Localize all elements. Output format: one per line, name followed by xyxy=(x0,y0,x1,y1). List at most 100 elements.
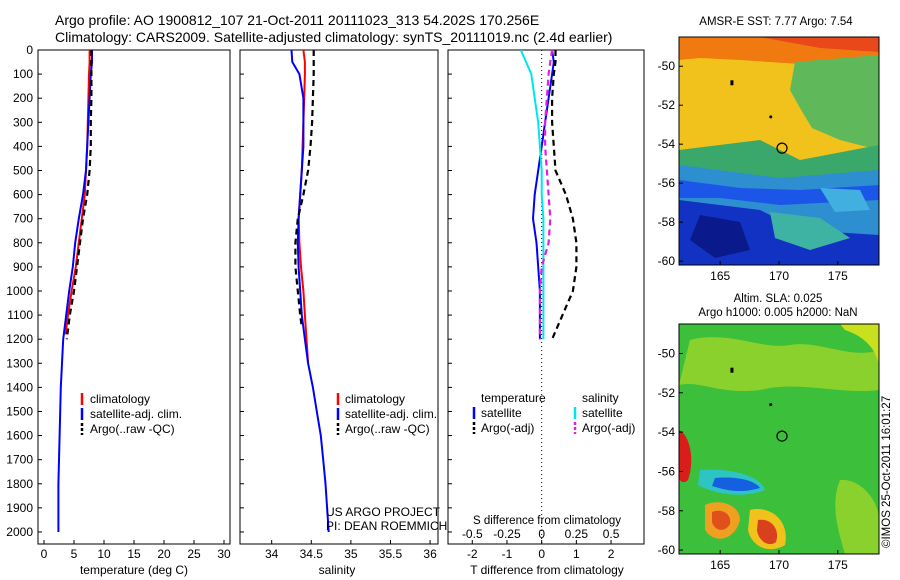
legend-satellite-label: satellite-adj. clim. xyxy=(90,407,182,421)
temperature-axis-ticks: 0 5 10 15 20 25 30 xyxy=(41,540,231,561)
depth-tick-label: 800 xyxy=(13,236,33,250)
salinity-argo-adj-series-line xyxy=(538,50,554,340)
depth-tick-label: 900 xyxy=(13,260,33,274)
lat-tick-label: -54 xyxy=(658,137,676,151)
sla-map-axis-ticks: 165 170 175 -50 -52 -54 -56 -58 -60 xyxy=(658,346,848,572)
lon-tick-label: 175 xyxy=(828,269,848,283)
temperature-panel: 0100200300400500600700800900100011001200… xyxy=(6,43,452,577)
x-tick-label: 30 xyxy=(217,547,231,561)
x-tick-label: -1 xyxy=(502,547,513,561)
lon-tick-label: 175 xyxy=(828,558,848,572)
salinity-panel: 34 34.5 35 35.5 36 salinity climatology sate… xyxy=(239,49,447,577)
x-tick-label: 20 xyxy=(157,547,171,561)
legend-t-argo-label: Argo(-adj) xyxy=(481,421,534,435)
imos-stamp: ©IMOS 25-Oct-2011 16:01:27 xyxy=(881,396,893,548)
legend-argo-label: Argo(..raw -QC) xyxy=(90,422,175,436)
figure-title-line2: Climatology: CARS2009. Satellite-adjuste… xyxy=(55,29,612,45)
x-tick-label: 5 xyxy=(71,547,78,561)
s-tick-label: -0.25 xyxy=(493,527,521,541)
lon-tick-label: 165 xyxy=(710,269,730,283)
s-tick-label: 0.5 xyxy=(603,527,620,541)
pi-credit: PI: DEAN ROEMMICH xyxy=(326,519,447,533)
x-tick-label: 34.5 xyxy=(300,547,324,561)
x-tick-label: 35 xyxy=(344,547,358,561)
temperature-satellite-series-line xyxy=(531,50,555,340)
argo-raw-qc-series-line xyxy=(65,50,93,340)
depth-tick-label: 1400 xyxy=(6,380,33,394)
argo-position-circle xyxy=(776,430,788,442)
difference-lines xyxy=(519,50,578,544)
difference-legend: temperature salinity satellite Argo(-adj… xyxy=(472,391,635,435)
sst-map-argo-marker xyxy=(730,80,788,154)
track-marker xyxy=(730,367,734,373)
salinity-legend: climatology satellite-adj. clim. Argo(..… xyxy=(336,392,437,436)
temperature-xlabel: temperature (deg C) xyxy=(80,563,188,577)
depth-tick-label: 2000 xyxy=(6,525,33,539)
legend-salinity-heading: salinity xyxy=(582,391,619,405)
salinity-satellite-series-line xyxy=(519,50,545,340)
difference-plot-frame xyxy=(447,49,645,545)
lat-tick-label: -60 xyxy=(658,543,676,557)
depth-tick-label: 0 xyxy=(26,43,33,57)
lat-tick-label: -50 xyxy=(658,346,676,360)
sst-map-title: AMSR-E SST: 7.77 Argo: 7.54 xyxy=(699,16,853,28)
sst-map-panel: AMSR-E SST: 7.77 Argo: 7.54 165 170 175 -50… xyxy=(658,16,880,283)
legend-temperature-heading: temperature xyxy=(481,391,546,405)
depth-axis-ticks: 0 100 200 300 400 500 600 700 800 900 1000 1100 1200… xyxy=(6,43,452,539)
lat-tick-label: -58 xyxy=(658,504,676,518)
lat-tick-label: -54 xyxy=(658,425,676,439)
track-marker xyxy=(730,80,734,86)
t-difference-xlabel: T difference from climatology xyxy=(470,563,624,577)
depth-tick-label: 200 xyxy=(13,91,33,105)
depth-tick-label: 400 xyxy=(13,139,33,153)
s-tick-label: 0.25 xyxy=(565,527,589,541)
temperature-argo-adj-series-line xyxy=(550,50,578,340)
lat-tick-label: -56 xyxy=(658,464,676,478)
s-difference-xlabel: S difference from climatology xyxy=(473,515,621,527)
x-tick-label: 25 xyxy=(187,547,201,561)
sla-map-field xyxy=(679,324,879,554)
sla-map-title-line2: Argo h1000: 0.005 h2000: NaN xyxy=(698,307,857,319)
depth-tick-label: 500 xyxy=(13,163,33,177)
depth-tick-label: 1800 xyxy=(6,477,33,491)
x-tick-label: 36 xyxy=(423,547,437,561)
lon-tick-label: 170 xyxy=(769,558,789,572)
depth-tick-label: 1600 xyxy=(6,429,33,443)
legend-s-satellite-label: satellite xyxy=(582,406,623,420)
x-tick-label: -2 xyxy=(467,547,478,561)
x-tick-label: 1 xyxy=(573,547,580,561)
x-tick-label: 0 xyxy=(538,547,545,561)
salinity-xlabel: salinity xyxy=(319,563,356,577)
depth-tick-label: 100 xyxy=(13,67,33,81)
legend-satellite-label: satellite-adj. clim. xyxy=(345,407,437,421)
depth-tick-label: 1500 xyxy=(6,404,33,418)
depth-tick-label: 300 xyxy=(13,115,33,129)
salinity-lines xyxy=(290,50,330,533)
legend-argo-label: Argo(..raw -QC) xyxy=(345,422,430,436)
depth-tick-label: 1300 xyxy=(6,356,33,370)
salinity-axis-ticks: 34 34.5 35 35.5 36 xyxy=(265,540,437,561)
depth-tick-label: 1200 xyxy=(6,332,33,346)
temperature-legend: climatology satellite-adj. clim. Argo(..… xyxy=(80,392,182,436)
sla-map-argo-marker xyxy=(730,367,788,442)
depth-tick-label: 700 xyxy=(13,212,33,226)
x-tick-label: 0 xyxy=(41,547,48,561)
temperature-lines xyxy=(57,50,93,532)
track-dot xyxy=(769,403,773,407)
lat-tick-label: -52 xyxy=(658,98,676,112)
legend-climatology-label: climatology xyxy=(90,392,150,406)
sst-map-axis-ticks: 165 170 175 -50 -52 -54 -56 -58 -60 xyxy=(658,59,848,283)
sst-map-field xyxy=(679,37,879,265)
temperature-plot-frame xyxy=(37,49,231,545)
sla-map-panel: Altim. SLA: 0.025 Argo h1000: 0.005 h200… xyxy=(658,293,893,572)
argo-raw-qc-series-line xyxy=(294,50,315,328)
salinity-plot-frame xyxy=(239,49,439,545)
depth-tick-label: 1900 xyxy=(6,501,33,515)
legend-t-satellite-label: satellite xyxy=(481,406,522,420)
x-tick-label: 34 xyxy=(265,547,279,561)
x-tick-label: 35.5 xyxy=(379,547,403,561)
depth-tick-label: 600 xyxy=(13,188,33,202)
